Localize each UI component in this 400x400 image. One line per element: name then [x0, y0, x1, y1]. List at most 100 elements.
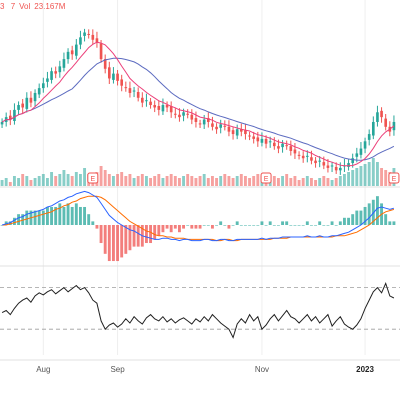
- candle-body: [54, 71, 58, 74]
- macd-histogram-bar: [202, 225, 206, 226]
- candle-body: [79, 37, 82, 45]
- candle-body: [310, 157, 313, 161]
- earnings-marker-label-0: E: [90, 176, 95, 183]
- volume-bar: [285, 174, 289, 186]
- volume-bar: [107, 174, 111, 186]
- volume-bar: [25, 176, 29, 186]
- macd-histogram-bar: [272, 225, 276, 226]
- candle-body: [334, 166, 338, 171]
- macd-histogram-bar: [314, 225, 318, 226]
- volume-bar: [12, 176, 16, 186]
- macd-histogram-bar: [198, 225, 202, 229]
- volume-bar: [70, 176, 74, 186]
- macd-histogram-bar: [45, 206, 49, 225]
- macd-histogram-bar: [116, 225, 120, 262]
- candle-body: [376, 112, 379, 122]
- candle-body: [74, 44, 78, 56]
- candle-body: [318, 160, 322, 162]
- macd-histogram-bar: [95, 225, 99, 229]
- candle-body: [285, 145, 289, 147]
- volume-bar: [351, 170, 355, 186]
- macd-histogram-bar: [285, 221, 289, 225]
- macd-histogram-bar: [33, 210, 37, 225]
- legend-line: 3 7 Vol 23.167M: [0, 0, 69, 14]
- macd-histogram-bar: [297, 225, 301, 226]
- candle-body: [13, 109, 16, 122]
- candle-body: [198, 123, 202, 125]
- candle-body: [367, 134, 371, 140]
- candle-body: [107, 67, 111, 79]
- macd-histogram-bar: [99, 225, 103, 244]
- candle-body: [37, 88, 41, 95]
- macd-histogram-bar: [305, 221, 309, 225]
- macd-histogram-bar: [384, 214, 388, 225]
- candle-body: [190, 114, 194, 120]
- volume-bar: [202, 174, 206, 186]
- candle-body: [277, 146, 280, 149]
- volume-bar: [243, 176, 247, 186]
- candle-body: [25, 97, 29, 109]
- macd-histogram-bar: [252, 225, 256, 226]
- volume-bar: [342, 174, 346, 186]
- volume-bar: [334, 178, 338, 186]
- macd-histogram-bar: [194, 225, 198, 229]
- volume-bar: [120, 172, 124, 186]
- volume-bar: [103, 170, 107, 186]
- volume-bar: [281, 176, 285, 186]
- rsi-line: [1, 281, 395, 339]
- candle-body: [157, 106, 161, 110]
- candle-body: [293, 149, 297, 154]
- candle-body: [132, 90, 136, 92]
- macd-histogram-bar: [182, 225, 186, 229]
- macd-histogram-bar: [318, 221, 322, 225]
- candle-body: [33, 92, 37, 102]
- x-tick-label-0: Aug: [36, 365, 50, 374]
- candle-body: [149, 101, 152, 106]
- macd-histogram-bar: [342, 217, 346, 225]
- macd-histogram-bar: [161, 225, 165, 233]
- candle-body: [330, 165, 334, 167]
- macd-histogram-bar: [293, 225, 297, 226]
- candle-body: [380, 110, 383, 118]
- macd-histogram-bar: [0, 225, 4, 226]
- macd-histogram-bar: [347, 217, 351, 225]
- candle-body: [194, 118, 198, 122]
- volume-bar: [326, 178, 330, 186]
- volume-bar: [66, 174, 70, 186]
- candle-body: [83, 32, 86, 36]
- volume-bar: [314, 180, 318, 186]
- volume-bar: [83, 168, 87, 186]
- macd-histogram-bar: [186, 225, 190, 226]
- macd-histogram-bar: [120, 225, 124, 258]
- macd-histogram-bar: [206, 225, 210, 226]
- x-axis: Aug Sep Nov 2023: [36, 365, 374, 374]
- macd-histogram-bar: [301, 225, 305, 226]
- macd-histogram-bar: [276, 225, 280, 226]
- volume-bar: [157, 174, 161, 186]
- volume-bar: [0, 180, 4, 186]
- macd-histogram-bar: [169, 225, 173, 233]
- moving-averages: [1, 41, 395, 167]
- macd-histogram-bar: [25, 210, 29, 225]
- ma-fast-line: [1, 41, 395, 167]
- candle-body: [326, 165, 330, 168]
- macd-histogram-bar: [375, 196, 379, 225]
- macd-histogram-bar: [91, 221, 95, 225]
- x-tick-label-2: Nov: [255, 365, 269, 374]
- candle-body: [384, 118, 388, 127]
- volume-bar: [355, 168, 359, 186]
- volume-bar: [29, 180, 33, 186]
- macd-histogram-bar: [78, 206, 82, 225]
- macd-line: [1, 190, 395, 242]
- candle-body: [281, 143, 284, 148]
- macd-histogram-bar: [256, 225, 260, 226]
- candle-body: [264, 138, 268, 144]
- volume-bar: [239, 174, 243, 186]
- earnings-marker-2: [388, 172, 400, 184]
- volume-bar: [206, 178, 210, 186]
- volume-bar: [62, 170, 66, 186]
- volume-bar: [384, 170, 388, 186]
- macd-histogram-bar: [173, 225, 177, 229]
- candle-body: [169, 106, 173, 113]
